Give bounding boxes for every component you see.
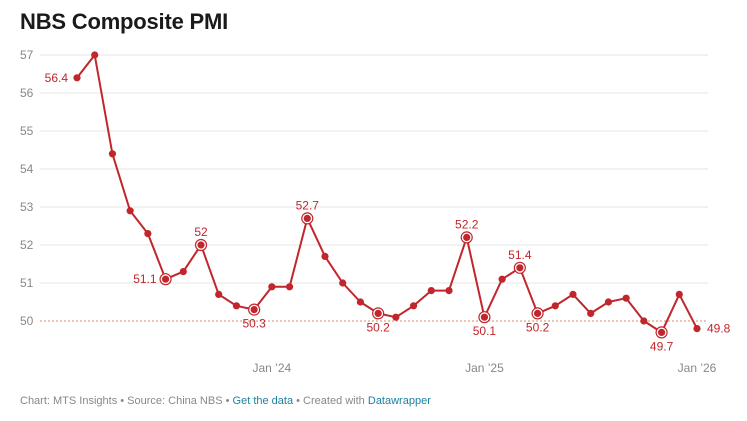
data-point (480, 313, 489, 321)
x-tick-label: Jan ’25 (465, 361, 504, 375)
data-point (498, 275, 506, 283)
separator: • (222, 395, 233, 407)
y-tick-label: 56 (20, 86, 34, 100)
series-line-group (76, 54, 698, 334)
y-tick-label: 53 (20, 200, 34, 214)
data-point (516, 264, 524, 272)
separator: • (117, 395, 128, 407)
data-point (427, 287, 435, 295)
data-point (445, 287, 453, 295)
data-point (303, 214, 311, 222)
data-point (232, 302, 241, 310)
gridlines (40, 54, 708, 284)
data-point (215, 290, 223, 298)
y-tick-label: 50 (20, 314, 34, 328)
chart-footer: Chart: MTS Insights • Source: China NBS … (20, 395, 431, 407)
data-label: 50.3 (242, 317, 266, 331)
data-label: 50.2 (526, 320, 550, 334)
data-label: 56.4 (45, 71, 69, 85)
data-point (374, 309, 382, 317)
data-label: 51.1 (133, 272, 157, 286)
data-label: 50.1 (473, 324, 497, 338)
data-point (91, 51, 99, 59)
axis-labels: 50 51 52 53 54 55 56 57 Jan ’24 Jan ’25 Jan ’26 (20, 48, 717, 375)
data-point (161, 275, 170, 283)
data-point (409, 302, 418, 310)
y-tick-label: 52 (20, 238, 34, 252)
y-tick-label: 55 (20, 124, 34, 138)
data-label: 52 (194, 225, 208, 239)
data-point (179, 268, 187, 276)
source-text: Source: China NBS (127, 395, 223, 407)
data-point (250, 306, 258, 314)
data-label: 49.8 (707, 322, 731, 336)
data-label: 50.2 (366, 320, 390, 334)
data-point (463, 233, 471, 241)
y-tick-label: 57 (20, 48, 34, 62)
chart-title: NBS Composite PMI (20, 9, 229, 34)
data-point (569, 290, 577, 298)
data-labels: 56.4 51.1 52 50.3 52.7 50.2 52.2 50.1 51.4 50.2 49… (45, 71, 731, 354)
data-point (693, 325, 701, 333)
y-tick-label: 54 (20, 162, 34, 176)
data-point (339, 279, 347, 287)
separator: • (293, 395, 304, 407)
data-point (622, 294, 630, 302)
data-point (197, 241, 205, 249)
data-point (392, 313, 400, 321)
data-point (144, 230, 152, 238)
data-label: 52.7 (296, 198, 320, 212)
data-point (587, 309, 595, 317)
data-point (108, 150, 117, 158)
data-point (640, 317, 648, 325)
x-tick-label: Jan ’26 (678, 361, 717, 375)
data-point (73, 74, 81, 82)
y-tick-label: 51 (20, 276, 34, 290)
created-with-text: Created with (303, 395, 365, 407)
data-point (675, 290, 683, 298)
data-point (321, 252, 329, 260)
data-label: 52.2 (455, 217, 479, 231)
data-point (533, 309, 542, 317)
data-label: 51.4 (508, 248, 532, 262)
data-point (356, 298, 365, 306)
get-the-data-link[interactable]: Get the data (232, 395, 294, 407)
data-point (551, 302, 559, 310)
data-point (268, 283, 276, 291)
data-point (126, 207, 134, 215)
data-points (73, 51, 701, 339)
data-point (604, 298, 613, 306)
chart-credit: Chart: MTS Insights (20, 395, 118, 407)
datawrapper-link[interactable]: Datawrapper (367, 395, 431, 407)
series-line (76, 54, 698, 334)
data-point (285, 283, 294, 291)
data-label: 49.7 (650, 339, 674, 353)
data-point (657, 328, 666, 336)
x-tick-label: Jan ’24 (253, 361, 292, 375)
